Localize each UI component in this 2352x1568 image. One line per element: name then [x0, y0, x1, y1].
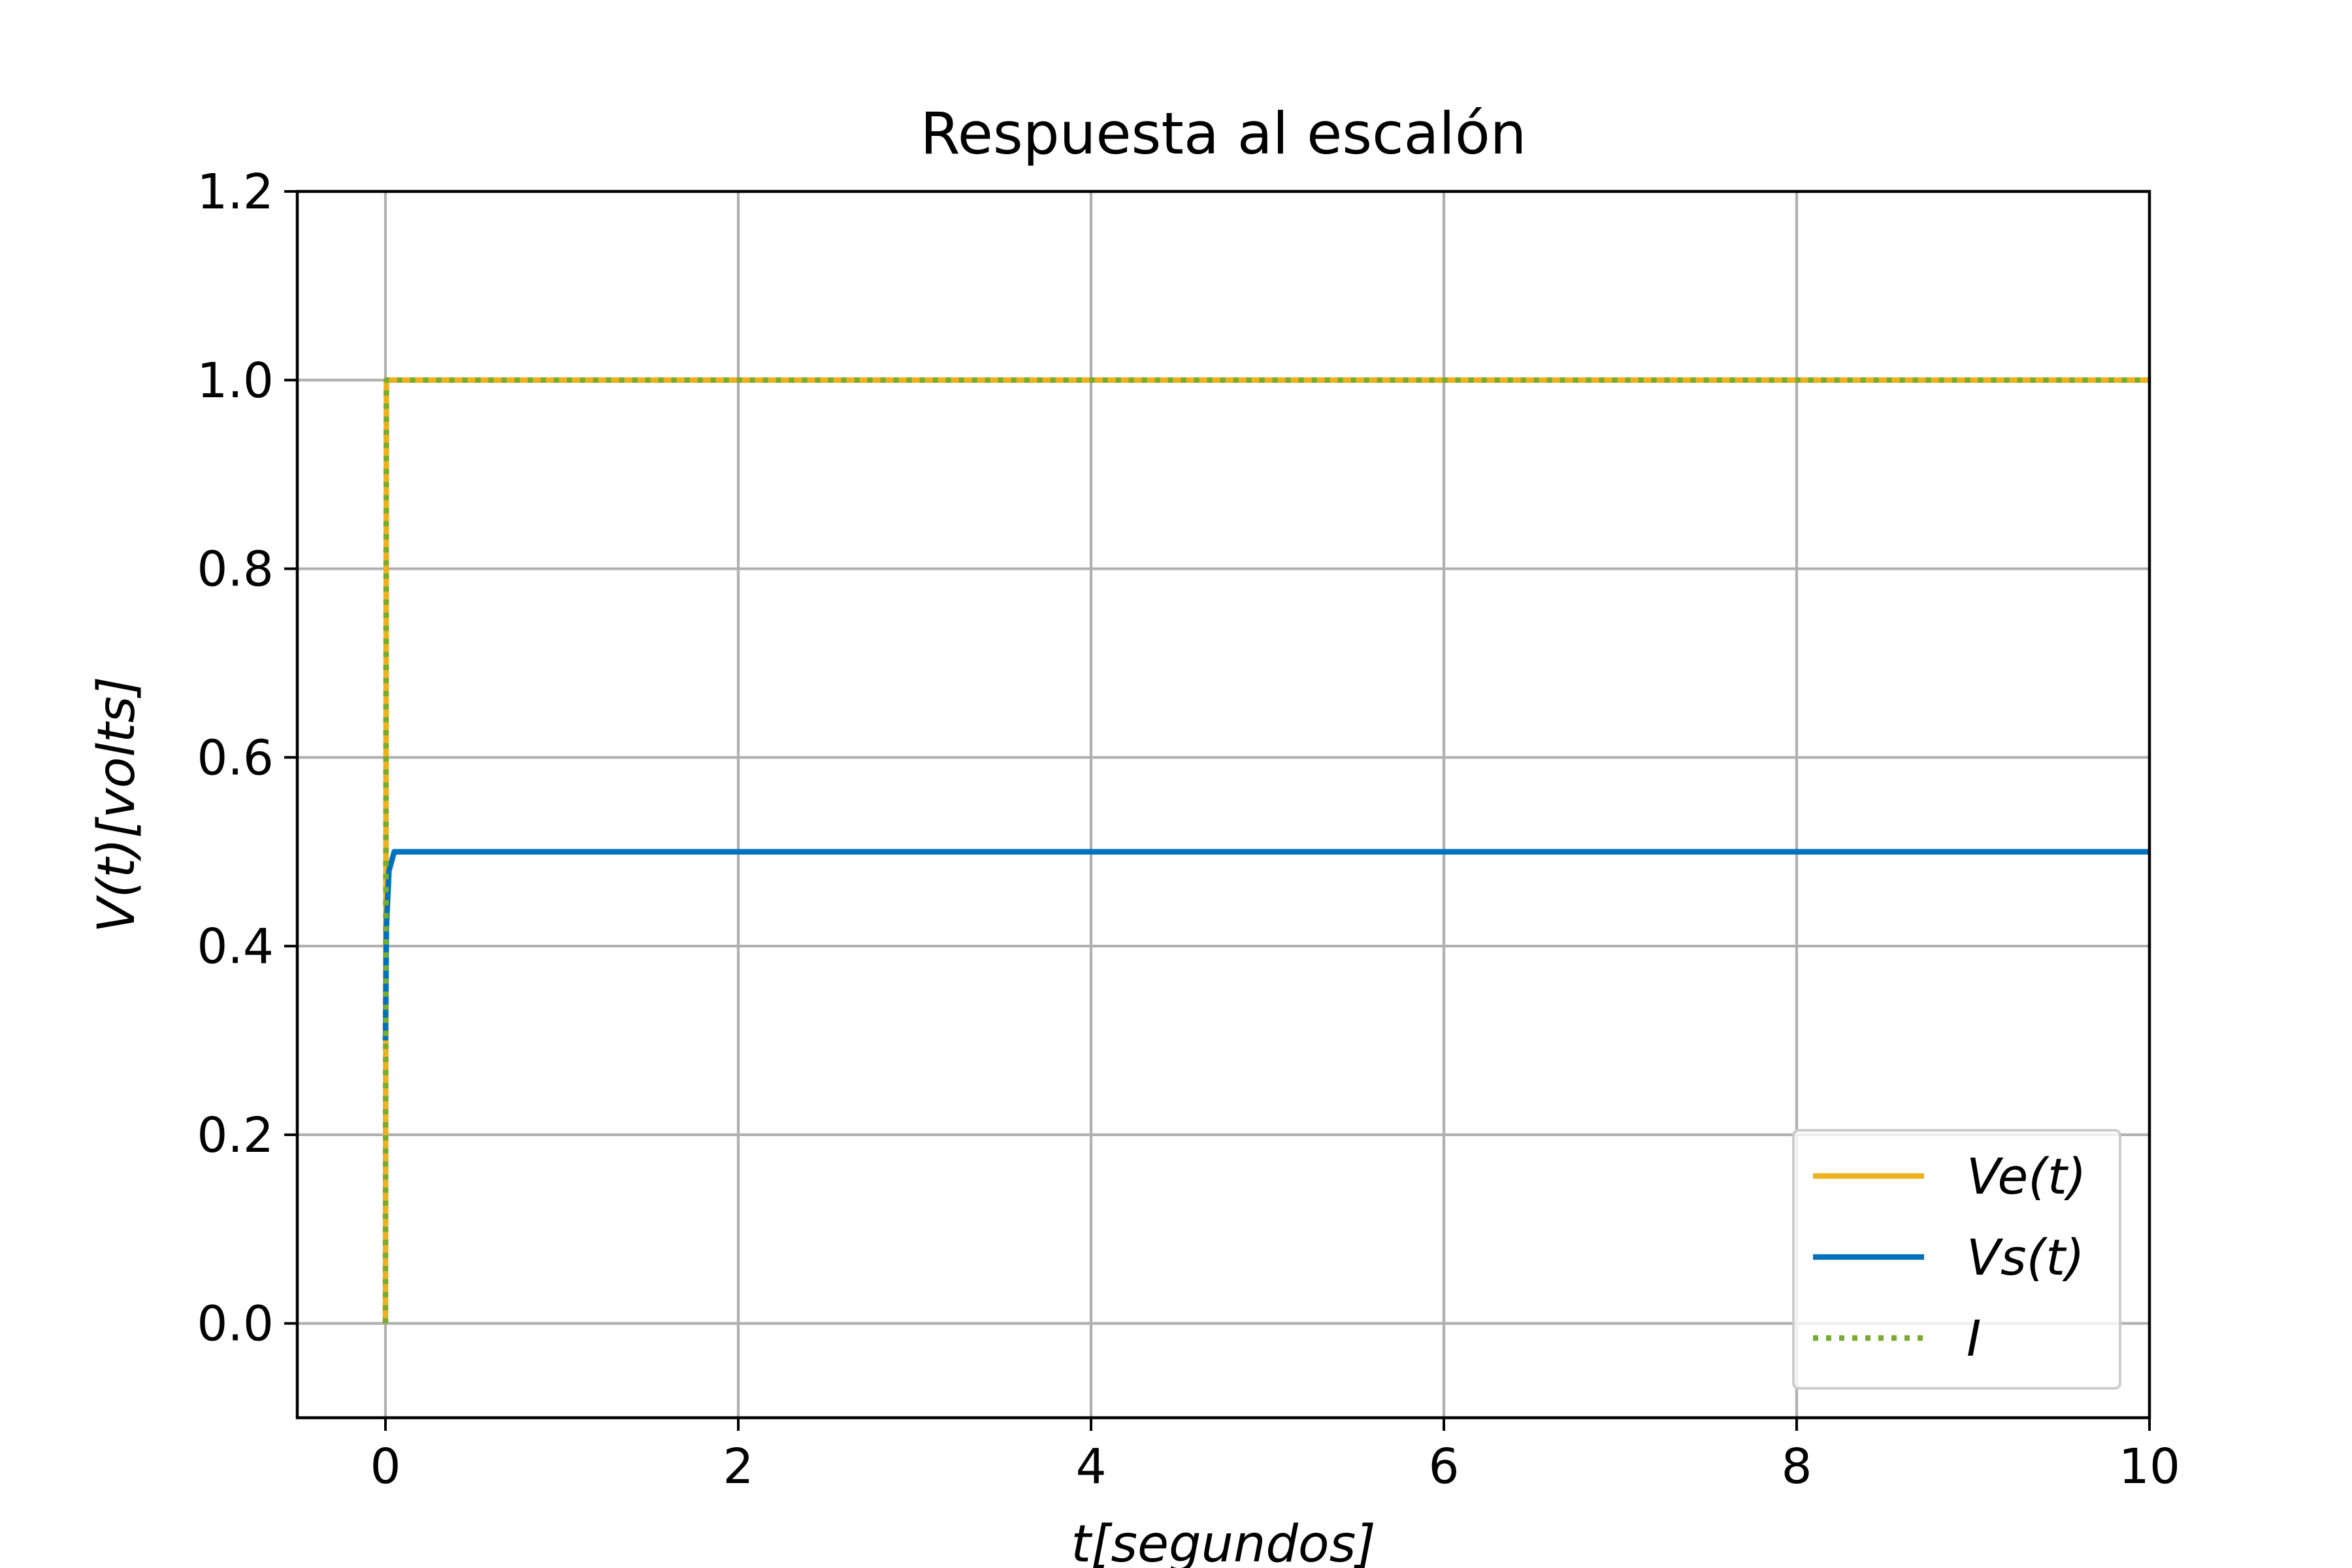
- y-tick-label: 0.6: [197, 730, 274, 786]
- x-tick-label: 0: [370, 1439, 400, 1495]
- legend: Ve(t) Vs(t) I: [1792, 1129, 2121, 1390]
- y-tick-label: 0.4: [197, 919, 274, 975]
- grid: [297, 189, 2151, 1418]
- series-layer: [382, 377, 2149, 1324]
- legend-label: I: [1967, 1309, 1981, 1367]
- ticks: 0 2 4 6 8 10 0.0 0.2 0.4 0.6 0.8 1.0 1.2: [197, 164, 2180, 1495]
- legend-label: Ve(t): [1967, 1147, 2086, 1205]
- y-tick-label: 0.0: [197, 1296, 274, 1352]
- axes-frame: [295, 189, 2151, 1420]
- y-tick-label: 1.2: [197, 164, 274, 220]
- legend-label: Vs(t): [1967, 1228, 2085, 1286]
- y-tick-label: 0.8: [197, 542, 274, 598]
- series-line-1: [382, 849, 2149, 1041]
- y-axis-label: V(t)[volts]: [88, 676, 146, 932]
- legend-box: [1792, 1129, 2121, 1390]
- series-line-2: [382, 377, 2149, 1324]
- y-tick-label: 0.2: [197, 1107, 274, 1164]
- x-tick-label: 4: [1075, 1439, 1106, 1495]
- x-tick-label: 2: [723, 1439, 753, 1495]
- legend-items: Ve(t) Vs(t) I: [1813, 1147, 2086, 1367]
- y-tick-label: 1.0: [197, 353, 274, 409]
- x-axis-label: t[segundos]: [1071, 1515, 1375, 1568]
- x-tick-label: 8: [1781, 1439, 1812, 1495]
- x-tick-label: 6: [1428, 1439, 1459, 1495]
- x-tick-label: 10: [2119, 1439, 2180, 1495]
- chart-title: Respuesta al escalón: [921, 100, 1527, 167]
